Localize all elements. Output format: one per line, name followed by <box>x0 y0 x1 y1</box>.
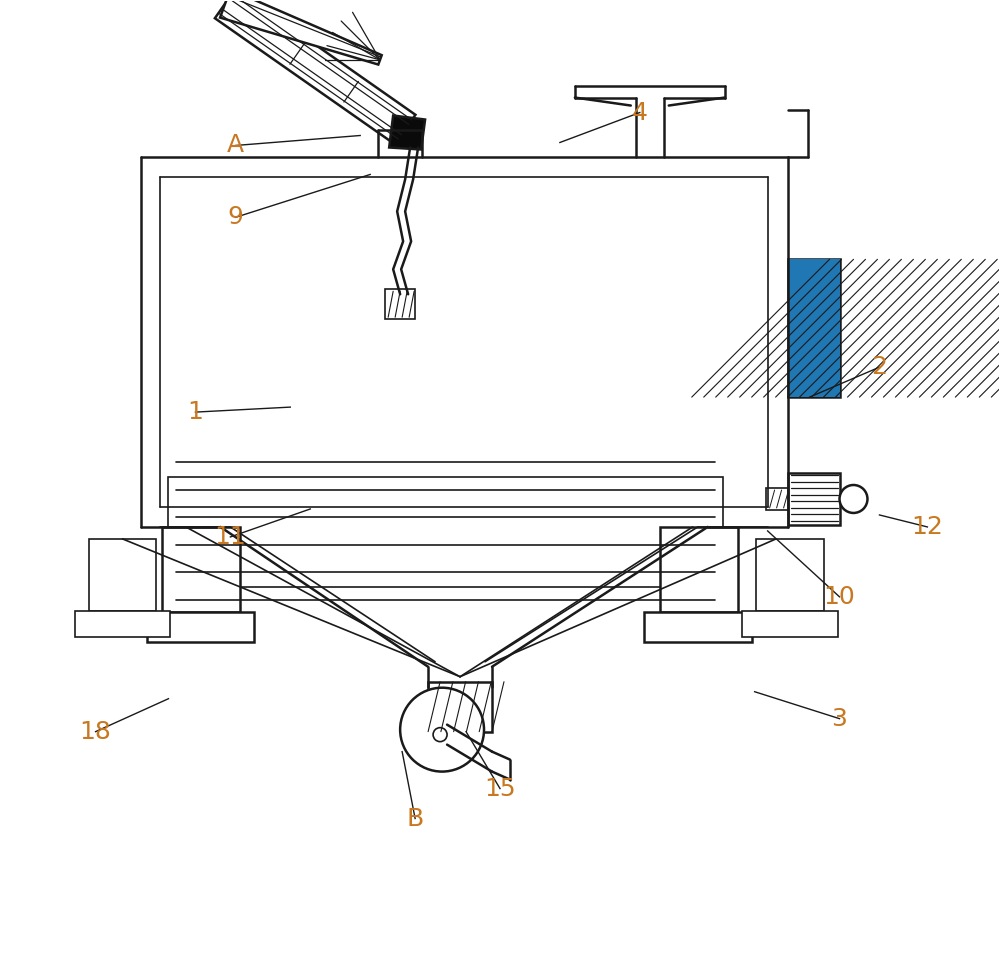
Text: 10: 10 <box>824 585 855 609</box>
Text: 1: 1 <box>188 400 203 425</box>
Text: 12: 12 <box>911 515 943 539</box>
Bar <box>385 289 415 319</box>
Bar <box>89 539 156 611</box>
Bar <box>788 259 840 397</box>
Bar <box>75 611 170 637</box>
Circle shape <box>400 688 484 772</box>
Bar <box>147 612 254 642</box>
Text: 2: 2 <box>871 355 887 379</box>
Bar <box>644 612 752 642</box>
Polygon shape <box>389 115 425 150</box>
Circle shape <box>433 727 447 742</box>
Bar <box>742 611 838 637</box>
Polygon shape <box>215 0 415 144</box>
Text: 3: 3 <box>832 707 847 731</box>
Bar <box>428 682 492 732</box>
Bar <box>660 527 738 612</box>
Circle shape <box>840 485 867 513</box>
Text: 4: 4 <box>632 101 648 125</box>
Polygon shape <box>220 0 382 65</box>
Bar <box>788 473 840 525</box>
Text: 11: 11 <box>215 525 246 549</box>
Bar <box>788 259 840 397</box>
Text: 9: 9 <box>227 205 243 229</box>
Bar <box>168 477 723 587</box>
Text: B: B <box>406 806 424 831</box>
Text: 18: 18 <box>80 719 112 744</box>
Text: 15: 15 <box>484 777 516 801</box>
Bar <box>756 539 824 611</box>
Text: A: A <box>227 133 244 158</box>
Bar <box>162 527 240 612</box>
Bar <box>766 488 788 510</box>
